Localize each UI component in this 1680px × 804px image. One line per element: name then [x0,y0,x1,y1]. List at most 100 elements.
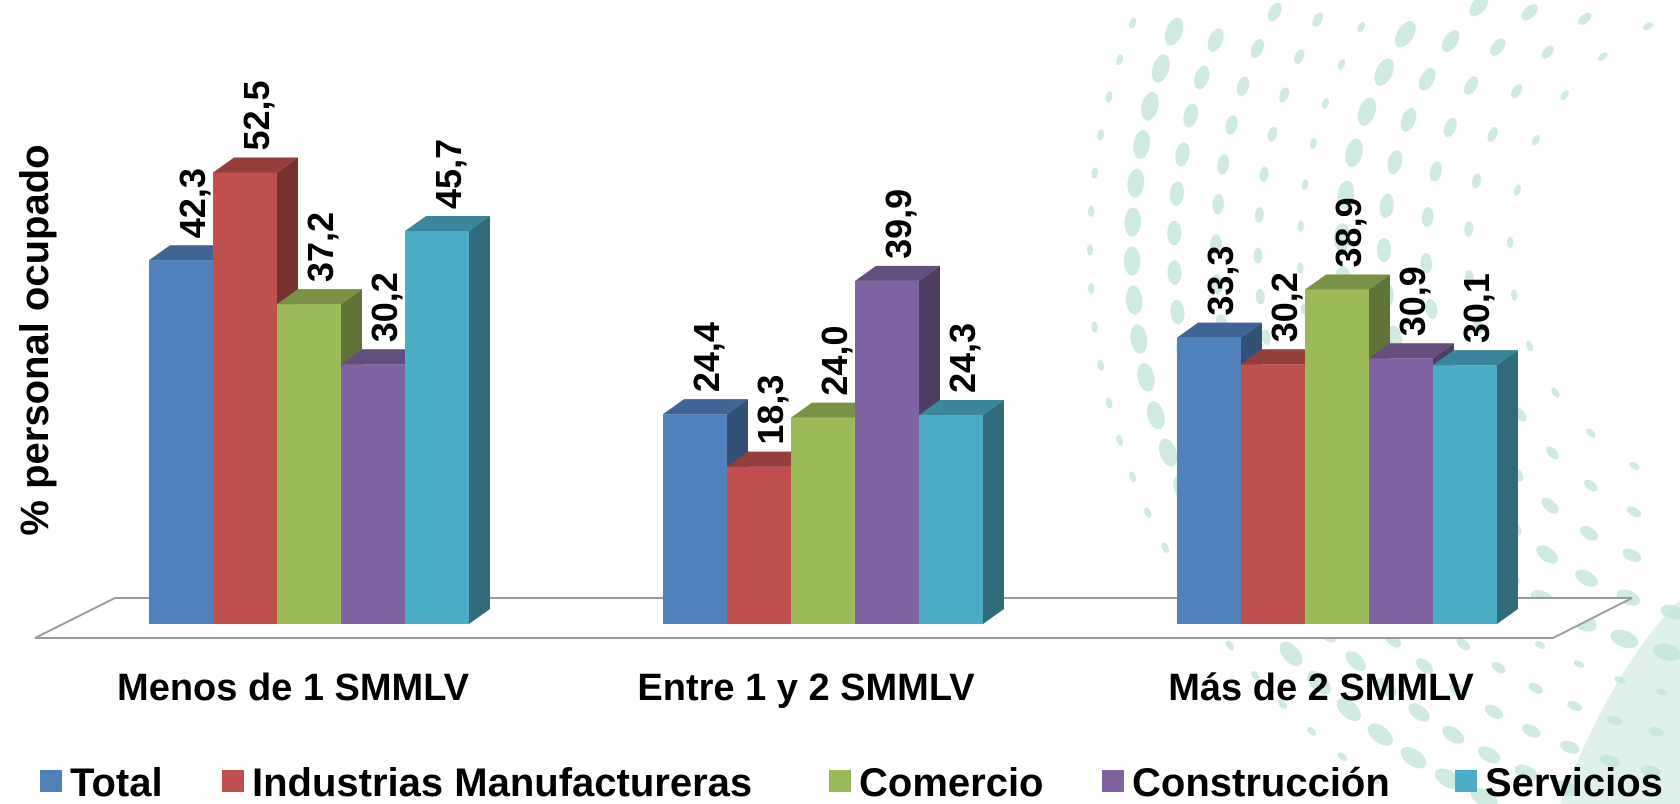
background-dot [1578,12,1592,25]
background-dot [1597,52,1608,62]
background-dot [1225,640,1235,651]
background-dot [1560,90,1569,101]
data-label: 30,2 [364,272,405,342]
data-label: 24,0 [814,326,855,396]
legend-swatch [1102,770,1124,792]
background-dot [1369,776,1380,785]
background-dot [1212,194,1224,215]
background-dot [1167,260,1182,285]
background-dot [1560,740,1580,754]
background-dot [1514,184,1521,196]
data-label: 30,9 [1392,266,1433,336]
data-label: 24,3 [942,323,983,393]
background-dot [1306,726,1317,736]
background-dot [1425,299,1438,320]
background-dot [1374,58,1394,86]
background-dot [1337,180,1355,210]
background-dot [1267,2,1282,22]
background-dot [1464,76,1479,95]
background-dot [1473,318,1484,334]
background-dot [1441,30,1460,52]
background-dot [1086,244,1094,256]
background-dot [1279,87,1290,103]
background-dot [1345,651,1366,672]
background-dot [1573,660,1585,668]
legend-label: Comercio [859,761,1044,804]
background-dot [1297,220,1304,232]
legend-swatch [222,770,244,792]
background-dot [1129,17,1137,29]
background-dot [1521,3,1538,21]
background-dot [1376,678,1397,698]
background-dot [1217,154,1230,175]
background-dot [1642,22,1654,31]
background-dot [1297,262,1304,274]
background-dot [1434,768,1462,790]
data-label: 39,9 [878,189,919,259]
background-dot [1130,324,1148,354]
background-dot [1541,497,1559,514]
background-dot [1528,682,1543,694]
background-dot [1194,65,1210,90]
legend-item: Total [40,761,163,804]
background-dot [1091,167,1099,179]
background-dot [1586,428,1596,438]
background-dot [1105,397,1113,409]
data-label: 42,3 [172,168,213,238]
background-dot [1151,54,1170,83]
background-dot [1567,700,1582,712]
bar [405,215,490,625]
background-dot [1211,274,1224,295]
legend-item: Construcción [1102,761,1390,804]
background-dot [1357,97,1377,126]
legend: Total Industrias Manufactureras Comercio Co… [40,761,1663,804]
background-dot [1345,138,1363,168]
background-dot [1105,91,1113,103]
background-dot [1169,181,1184,206]
background-dot [1175,142,1190,167]
legend-item: Comercio [829,761,1044,804]
background-dot [1307,670,1331,695]
background-dot [1541,45,1554,59]
background-dot [1236,76,1250,96]
background-dot [1146,401,1165,430]
background-dot [1560,600,1680,804]
background-dot [1167,220,1182,246]
background-dot [1097,129,1104,141]
background-dot [1443,117,1457,138]
legend-label: Servicios [1485,761,1663,804]
background-dot [1610,629,1639,649]
background-dot [1408,703,1430,722]
y-axis-label: % personal ocupado [13,144,57,535]
background-dot [1464,270,1474,286]
background-dot [1294,49,1305,64]
background-dot [1254,207,1264,223]
background-dot [1575,569,1598,587]
legend-item: Servicios [1455,761,1663,804]
background-dot [1137,363,1155,392]
data-label: 30,2 [1264,272,1305,342]
background-dot [1626,506,1642,518]
background-dot [1456,638,1471,651]
background-dot [1470,787,1498,804]
background-dot [1521,723,1541,738]
data-label: 33,3 [1200,246,1241,316]
background-dot [1279,641,1303,667]
data-label: 30,1 [1456,273,1497,343]
data-label: 18,3 [750,375,791,445]
background-dot [1337,59,1346,70]
background-dot [1429,161,1442,182]
background-dot [1116,54,1124,66]
background-dot [1421,206,1434,228]
background-dot [1546,446,1559,460]
background-dot [1124,207,1142,237]
bar [919,400,1004,624]
background-dot [1116,434,1124,446]
background-dot [1278,699,1288,709]
background-dot [1161,542,1170,553]
background-dot [1129,471,1137,483]
legend-label: Total [70,761,163,804]
background-dot [1580,525,1599,541]
background-dot [1267,126,1278,142]
